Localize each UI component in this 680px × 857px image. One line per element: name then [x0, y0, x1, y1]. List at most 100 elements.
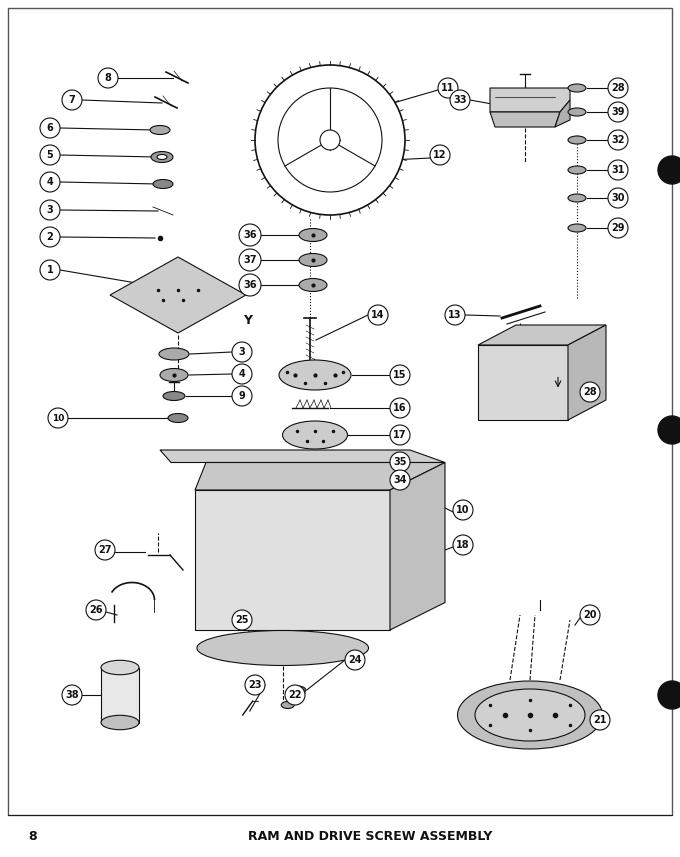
- Circle shape: [239, 274, 261, 296]
- Circle shape: [658, 416, 680, 444]
- Circle shape: [40, 172, 60, 192]
- Ellipse shape: [299, 476, 317, 484]
- Circle shape: [40, 118, 60, 138]
- Text: 14: 14: [371, 310, 385, 320]
- Circle shape: [62, 90, 82, 110]
- Circle shape: [40, 145, 60, 165]
- Text: 12: 12: [433, 150, 447, 160]
- Circle shape: [40, 200, 60, 220]
- Text: Y: Y: [243, 314, 252, 327]
- Polygon shape: [478, 345, 568, 420]
- Ellipse shape: [568, 108, 586, 116]
- Circle shape: [95, 540, 115, 560]
- Text: 15: 15: [393, 370, 407, 380]
- Circle shape: [345, 650, 365, 670]
- Text: 38: 38: [65, 690, 79, 700]
- Ellipse shape: [153, 179, 173, 189]
- Text: 3: 3: [239, 347, 245, 357]
- Circle shape: [239, 224, 261, 246]
- Circle shape: [453, 500, 473, 520]
- Polygon shape: [110, 257, 246, 333]
- Text: 36: 36: [243, 230, 257, 240]
- Text: 7: 7: [69, 95, 75, 105]
- Ellipse shape: [279, 360, 351, 390]
- Circle shape: [608, 188, 628, 208]
- Polygon shape: [390, 463, 445, 630]
- Text: 36: 36: [243, 280, 257, 290]
- Text: 28: 28: [583, 387, 597, 397]
- Text: 21: 21: [593, 715, 607, 725]
- Circle shape: [232, 364, 252, 384]
- Ellipse shape: [150, 125, 170, 135]
- Text: 24: 24: [348, 655, 362, 665]
- Ellipse shape: [157, 154, 167, 159]
- Text: 2: 2: [47, 232, 53, 242]
- Circle shape: [390, 365, 410, 385]
- Text: 27: 27: [98, 545, 112, 555]
- Text: 25: 25: [235, 615, 249, 625]
- Text: 10: 10: [52, 413, 64, 423]
- Ellipse shape: [568, 224, 586, 232]
- Ellipse shape: [297, 457, 319, 467]
- Circle shape: [608, 160, 628, 180]
- Ellipse shape: [159, 348, 189, 360]
- Text: 5: 5: [47, 150, 53, 160]
- Circle shape: [62, 685, 82, 705]
- Ellipse shape: [160, 369, 188, 381]
- Ellipse shape: [197, 631, 369, 666]
- Ellipse shape: [163, 392, 185, 400]
- Ellipse shape: [282, 702, 294, 709]
- Circle shape: [430, 145, 450, 165]
- Ellipse shape: [282, 421, 347, 449]
- Text: 13: 13: [448, 310, 462, 320]
- Circle shape: [232, 386, 252, 406]
- Circle shape: [580, 605, 600, 625]
- Text: 30: 30: [611, 193, 625, 203]
- Circle shape: [450, 90, 470, 110]
- Circle shape: [590, 710, 610, 730]
- Text: 20: 20: [583, 610, 597, 620]
- Text: 16: 16: [393, 403, 407, 413]
- Ellipse shape: [299, 254, 327, 267]
- Circle shape: [320, 130, 340, 150]
- Circle shape: [445, 305, 465, 325]
- Circle shape: [658, 681, 680, 709]
- Text: 28: 28: [611, 83, 625, 93]
- Ellipse shape: [299, 279, 327, 291]
- Text: 31: 31: [611, 165, 625, 175]
- Circle shape: [232, 610, 252, 630]
- Circle shape: [453, 535, 473, 555]
- Circle shape: [608, 78, 628, 98]
- Polygon shape: [490, 88, 570, 112]
- Circle shape: [580, 382, 600, 402]
- Polygon shape: [555, 100, 570, 127]
- Ellipse shape: [151, 152, 173, 163]
- Circle shape: [390, 452, 410, 472]
- Circle shape: [390, 398, 410, 418]
- Text: 9: 9: [239, 391, 245, 401]
- Ellipse shape: [299, 229, 327, 242]
- Text: 37: 37: [243, 255, 257, 265]
- Ellipse shape: [475, 689, 585, 741]
- Polygon shape: [568, 325, 606, 420]
- Text: 10: 10: [456, 505, 470, 515]
- Ellipse shape: [568, 166, 586, 174]
- Ellipse shape: [101, 716, 139, 729]
- Polygon shape: [478, 325, 606, 345]
- Circle shape: [368, 305, 388, 325]
- Circle shape: [40, 227, 60, 247]
- Text: 26: 26: [89, 605, 103, 615]
- Circle shape: [608, 130, 628, 150]
- Text: 32: 32: [611, 135, 625, 145]
- Circle shape: [239, 249, 261, 271]
- Text: RAM AND DRIVE SCREW ASSEMBLY: RAM AND DRIVE SCREW ASSEMBLY: [248, 830, 492, 843]
- Text: 23: 23: [248, 680, 262, 690]
- Text: 8: 8: [28, 830, 37, 843]
- Text: 29: 29: [611, 223, 625, 233]
- Circle shape: [608, 102, 628, 122]
- Circle shape: [245, 675, 265, 695]
- Text: 39: 39: [611, 107, 625, 117]
- Circle shape: [86, 600, 106, 620]
- Ellipse shape: [290, 686, 306, 694]
- Circle shape: [658, 156, 680, 184]
